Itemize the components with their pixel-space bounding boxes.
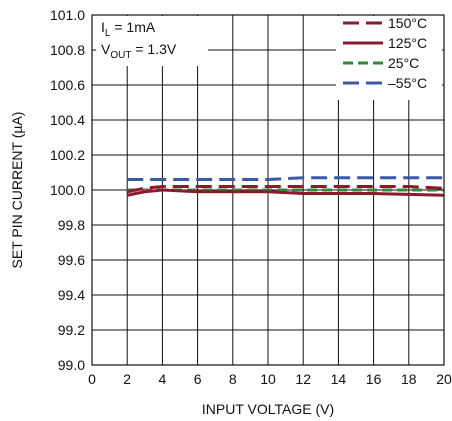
legend-label: 150°C	[388, 15, 427, 31]
y-tick-label: 99.4	[58, 287, 85, 303]
x-tick-label: 2	[123, 371, 131, 387]
annotation-bg	[96, 16, 208, 66]
x-tick-label: 12	[295, 371, 311, 387]
y-tick-label: 100.6	[50, 77, 85, 93]
anno2-main: V	[101, 41, 111, 57]
series-line	[127, 176, 444, 181]
x-tick-label: 14	[331, 371, 347, 387]
legend-bg	[336, 16, 442, 100]
legend-label: 25°C	[388, 55, 419, 71]
legend-label: 125°C	[388, 35, 427, 51]
legend: 150°C 125°C 25°C –55°C	[343, 15, 427, 91]
tick-labels: 0 2 4 6 8 10 12 14 16 18 20 99.0 99.2 99.4 99.6 99.8 100…	[50, 7, 452, 387]
series-layer	[126, 176, 445, 197]
y-tick-label: 101.0	[50, 7, 85, 23]
x-tick-label: 20	[436, 371, 452, 387]
y-tick-label: 99.6	[58, 252, 85, 268]
y-tick-label: 100.8	[50, 42, 85, 58]
y-tick-label: 99.8	[58, 217, 85, 233]
plot-frame	[91, 14, 445, 366]
anno2-sub: OUT	[110, 50, 131, 61]
anno2-rest: = 1.3V	[131, 41, 176, 57]
y-tick-label: 100.0	[50, 182, 85, 198]
series-line	[126, 185, 445, 194]
annotation-load-current: IL = 1mA	[101, 19, 156, 39]
y-tick-label: 100.2	[50, 147, 85, 163]
frame-layer	[91, 14, 445, 366]
x-tick-label: 0	[88, 371, 96, 387]
x-tick-label: 18	[401, 371, 417, 387]
y-tick-label: 99.2	[58, 322, 85, 338]
x-tick-label: 4	[159, 371, 167, 387]
anno1-rest: = 1mA	[110, 19, 155, 35]
annotation-output-voltage: VOUT = 1.3V	[101, 41, 177, 61]
x-tick-label: 10	[260, 371, 276, 387]
series-line	[126, 188, 445, 197]
x-tick-label: 6	[194, 371, 202, 387]
anno1-main: I	[101, 19, 105, 35]
x-tick-label: 8	[229, 371, 237, 387]
y-tick-label: 99.0	[58, 357, 85, 373]
y-tick-label: 100.4	[50, 112, 85, 128]
y-axis-title: SET PIN CURRENT (µA)	[9, 112, 25, 269]
x-axis-title: INPUT VOLTAGE (V)	[202, 401, 334, 417]
legend-label: –55°C	[388, 75, 427, 91]
x-tick-label: 16	[366, 371, 382, 387]
anno1-sub: L	[105, 28, 111, 39]
